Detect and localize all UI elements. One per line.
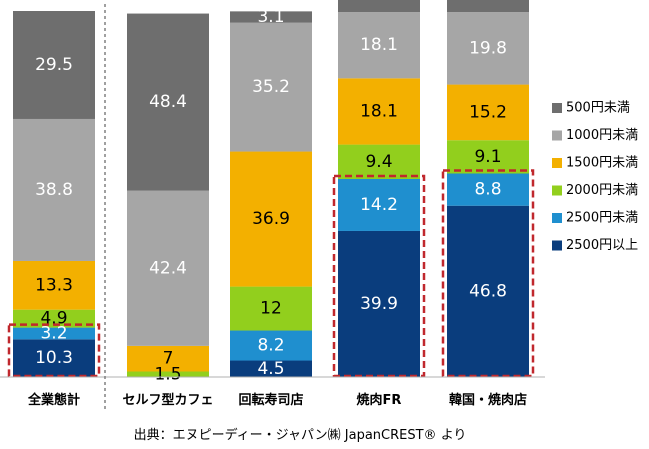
category-label: セルフ型カフェ — [122, 392, 213, 408]
data-label: 18.1 — [360, 101, 398, 121]
legend-swatch — [552, 103, 562, 113]
category-label: 全業態計 — [27, 392, 80, 408]
highlight-box — [7, 323, 101, 378]
category-label: 焼肉FR — [357, 392, 402, 408]
bar-segment — [338, 144, 420, 179]
bar-segment — [338, 178, 420, 231]
bar-segment — [230, 330, 312, 361]
bar-segment — [230, 360, 312, 377]
legend-label: 2000円未満 — [566, 183, 638, 198]
data-label: 39.9 — [360, 294, 398, 314]
data-label: 3.1 — [257, 7, 284, 27]
bar-segment — [127, 371, 209, 377]
data-label: 8.2 — [257, 336, 284, 356]
data-label: 35.2 — [252, 77, 290, 97]
legend-label: 2500円未満 — [566, 211, 638, 226]
data-label: 42.4 — [149, 258, 187, 278]
legend-swatch — [552, 185, 562, 196]
data-label: 3.2 — [40, 323, 67, 343]
bar-segment — [338, 78, 420, 145]
data-label: 1.5 — [154, 364, 181, 384]
data-label: 18.1 — [360, 35, 398, 55]
category-labels: 全業態計 セルフ型カフェ 回転寿司店 焼肉FR 韓国・焼肉店 — [27, 392, 527, 408]
highlight-box — [441, 169, 535, 378]
source-note: 出典：エヌピーディー・ジャパン㈱ JapanCREST® より — [134, 427, 467, 443]
bar-segment — [127, 13, 209, 191]
bar-segment — [127, 345, 209, 372]
data-label: 15.2 — [469, 102, 507, 122]
data-label: 14.2 — [360, 195, 398, 215]
legend-swatch — [552, 158, 562, 168]
bar-segment — [447, 12, 529, 85]
data-label: 13.3 — [35, 275, 73, 295]
bar-segment — [230, 151, 312, 287]
legend: 500円未満 1000円未満 1500円未満 2000円未満 2500円未満 2500円以… — [552, 101, 638, 253]
bar-segment — [127, 190, 209, 346]
data-label: 36.9 — [252, 209, 290, 229]
data-label: 4.5 — [257, 359, 284, 379]
legend-label: 1500円未満 — [566, 156, 638, 171]
bar-segment — [13, 11, 95, 119]
bar-segment — [338, 12, 420, 79]
data-label: 19.8 — [469, 38, 507, 58]
category-label: 韓国・焼肉店 — [449, 392, 527, 408]
bar-segment — [230, 11, 312, 23]
legend-swatch — [552, 240, 562, 251]
data-label: 29.5 — [35, 55, 73, 75]
bar-segment — [13, 309, 95, 328]
highlight-boxes — [7, 169, 535, 378]
legend-swatch — [552, 130, 562, 141]
bar-segment — [13, 118, 95, 261]
data-label: 8.8 — [474, 180, 501, 200]
bar-segment — [230, 22, 312, 152]
legend-label: 500円未満 — [566, 101, 630, 116]
data-label: 48.4 — [149, 92, 187, 112]
data-label: 46.8 — [469, 281, 507, 301]
data-label: 38.8 — [35, 180, 73, 200]
bar-segment — [13, 260, 95, 310]
data-label: 9.1 — [474, 147, 501, 167]
bar-segment — [447, 140, 529, 174]
bar-segment — [13, 339, 95, 377]
bar-segment — [230, 286, 312, 331]
data-label: 12 — [260, 299, 282, 319]
highlight-box — [332, 174, 426, 378]
legend-label: 2500円以上 — [566, 238, 638, 253]
data-label: 10.3 — [35, 348, 73, 368]
bar-segment — [13, 327, 95, 340]
bars-group: 10.33.24.913.338.829.51.5742.448.44.58.2… — [13, 0, 529, 384]
data-label: 7 — [163, 349, 174, 369]
legend-swatch — [552, 213, 562, 223]
bar-segment — [338, 230, 420, 377]
bar-segment — [338, 0, 420, 13]
legend-label: 1000円未満 — [566, 128, 638, 143]
bar-segment — [447, 84, 529, 141]
bar-segment — [447, 173, 529, 206]
data-label: 9.4 — [365, 152, 392, 172]
category-label: 回転寿司店 — [238, 392, 303, 408]
bar-segment — [447, 0, 529, 13]
bar-segment — [447, 205, 529, 377]
